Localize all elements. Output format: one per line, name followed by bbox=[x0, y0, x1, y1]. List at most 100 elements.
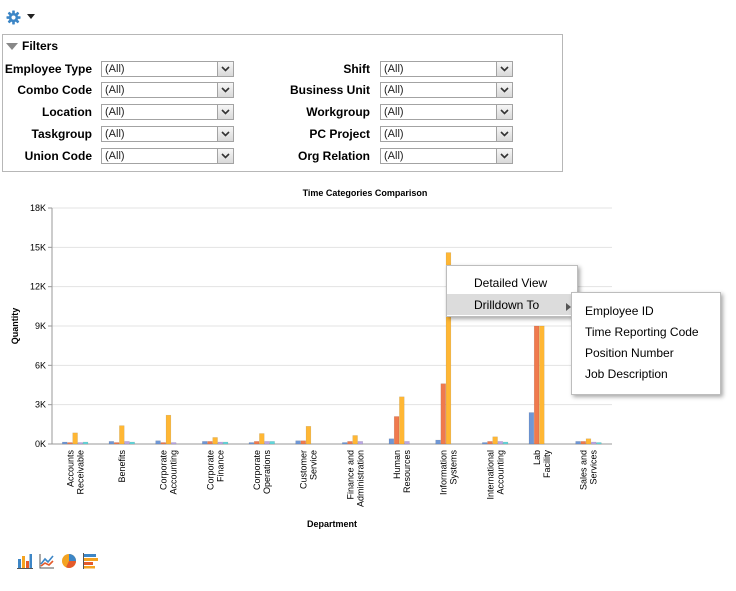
bar bbox=[435, 439, 441, 445]
filter-select-value: (All) bbox=[105, 106, 125, 118]
submenu-item-label: Employee ID bbox=[585, 304, 654, 318]
settings-menu-button[interactable] bbox=[6, 9, 36, 25]
bar bbox=[202, 441, 208, 445]
x-tick-label: Finance andAdministration bbox=[345, 450, 365, 507]
submenu-item-employee-id[interactable]: Employee ID bbox=[572, 301, 720, 322]
submenu-item-position-number[interactable]: Position Number bbox=[572, 343, 720, 364]
y-tick-label: 15K bbox=[30, 242, 46, 252]
drilldown-submenu: Employee ID Time Reporting Code Position… bbox=[571, 292, 721, 395]
bar bbox=[124, 441, 130, 445]
filter-select-value: (All) bbox=[105, 128, 125, 140]
bar bbox=[445, 252, 452, 445]
bar bbox=[165, 414, 172, 445]
y-tick-label: 12K bbox=[30, 282, 46, 292]
x-tick-label: HumanResources bbox=[392, 450, 412, 494]
filter-select-value: (All) bbox=[384, 150, 404, 162]
bar bbox=[585, 438, 592, 445]
bar bbox=[591, 441, 597, 445]
submenu-item-label: Job Description bbox=[585, 367, 668, 381]
x-tick-label: CustomerService bbox=[299, 450, 319, 489]
menu-item-drilldown-to[interactable]: Drilldown To bbox=[447, 294, 577, 315]
chart-title: Time Categories Comparison bbox=[303, 188, 428, 198]
filter-select[interactable]: (All) bbox=[380, 61, 513, 77]
filter-select[interactable]: (All) bbox=[380, 148, 513, 164]
bar bbox=[222, 441, 229, 445]
filter-select-value: (All) bbox=[384, 63, 404, 75]
bar bbox=[77, 442, 83, 445]
filters-toggle[interactable]: Filters bbox=[6, 39, 58, 53]
time-categories-chart: Time Categories Comparison 0K 3K 6K 9K 12K 15K… bbox=[10, 188, 612, 529]
context-menu: Detailed View Drilldown To bbox=[446, 265, 578, 317]
bar bbox=[497, 441, 503, 445]
submenu-item-job-description[interactable]: Job Description bbox=[572, 364, 720, 385]
bar bbox=[533, 325, 540, 445]
filter-label: Business Unit bbox=[289, 83, 370, 97]
y-tick-label: 6K bbox=[35, 360, 46, 370]
bar bbox=[388, 438, 395, 445]
bar bbox=[596, 442, 602, 445]
bar bbox=[539, 325, 545, 445]
chevron-down-icon bbox=[217, 83, 233, 97]
bar bbox=[580, 441, 586, 445]
bar bbox=[160, 442, 166, 445]
pie-chart-icon[interactable] bbox=[61, 553, 77, 569]
chevron-down-icon bbox=[217, 149, 233, 163]
bar bbox=[300, 440, 306, 445]
filter-select[interactable]: (All) bbox=[380, 126, 513, 142]
bar bbox=[575, 441, 581, 445]
chart-type-switcher bbox=[17, 553, 99, 569]
filter-select[interactable]: (All) bbox=[101, 82, 234, 98]
bar bbox=[264, 441, 270, 445]
filter-select-value: (All) bbox=[105, 63, 125, 75]
bar bbox=[119, 425, 125, 445]
y-axis-label: Quantity bbox=[10, 308, 20, 345]
bar-chart-icon[interactable] bbox=[17, 553, 33, 569]
bar bbox=[295, 440, 301, 445]
bar bbox=[72, 432, 78, 445]
bar bbox=[399, 396, 405, 445]
bar bbox=[528, 412, 535, 445]
bar bbox=[207, 441, 213, 445]
line-chart-icon[interactable] bbox=[39, 553, 55, 569]
bar bbox=[305, 426, 312, 445]
chevron-down-icon bbox=[496, 83, 512, 97]
filter-select[interactable]: (All) bbox=[101, 148, 234, 164]
bar bbox=[393, 416, 400, 445]
bar bbox=[259, 433, 265, 445]
filter-select-value: (All) bbox=[105, 84, 125, 96]
y-tick-label: 18K bbox=[30, 203, 46, 213]
bar bbox=[62, 441, 68, 445]
menu-item-label: Drilldown To bbox=[474, 298, 540, 312]
bar bbox=[248, 442, 255, 445]
horizontal-bar-chart-icon[interactable] bbox=[83, 553, 99, 569]
x-tick-label: InformationSystems bbox=[439, 450, 459, 496]
x-tick-label: Sales andServices bbox=[579, 450, 599, 491]
filter-select[interactable]: (All) bbox=[380, 104, 513, 120]
y-tick-label: 9K bbox=[35, 321, 46, 331]
x-tick-label: CorporateFinance bbox=[205, 450, 225, 490]
bar bbox=[357, 441, 363, 445]
x-tick-label: InternationalAccounting bbox=[485, 450, 505, 500]
bar bbox=[352, 435, 358, 445]
bar bbox=[487, 441, 493, 445]
bar bbox=[269, 441, 275, 445]
y-tick-label: 3K bbox=[35, 400, 46, 410]
filter-select-value: (All) bbox=[384, 128, 404, 140]
dropdown-arrow-icon bbox=[27, 14, 35, 20]
filter-select[interactable]: (All) bbox=[380, 82, 513, 98]
menu-item-label: Detailed View bbox=[474, 276, 548, 290]
filter-select[interactable]: (All) bbox=[101, 104, 234, 120]
bar bbox=[129, 441, 135, 445]
bar bbox=[492, 436, 498, 445]
submenu-item-time-reporting-code[interactable]: Time Reporting Code bbox=[572, 322, 720, 343]
chevron-down-icon bbox=[217, 62, 233, 76]
filter-select[interactable]: (All) bbox=[101, 61, 234, 77]
filter-label: Location bbox=[42, 105, 92, 119]
submenu-item-label: Position Number bbox=[585, 346, 674, 360]
bar bbox=[502, 441, 509, 445]
x-tick-label: LabFacility bbox=[532, 450, 552, 479]
filter-select[interactable]: (All) bbox=[101, 126, 234, 142]
menu-item-detailed-view[interactable]: Detailed View bbox=[447, 272, 577, 294]
filter-label: Shift bbox=[343, 62, 370, 76]
y-tick-label: 0K bbox=[35, 439, 46, 449]
